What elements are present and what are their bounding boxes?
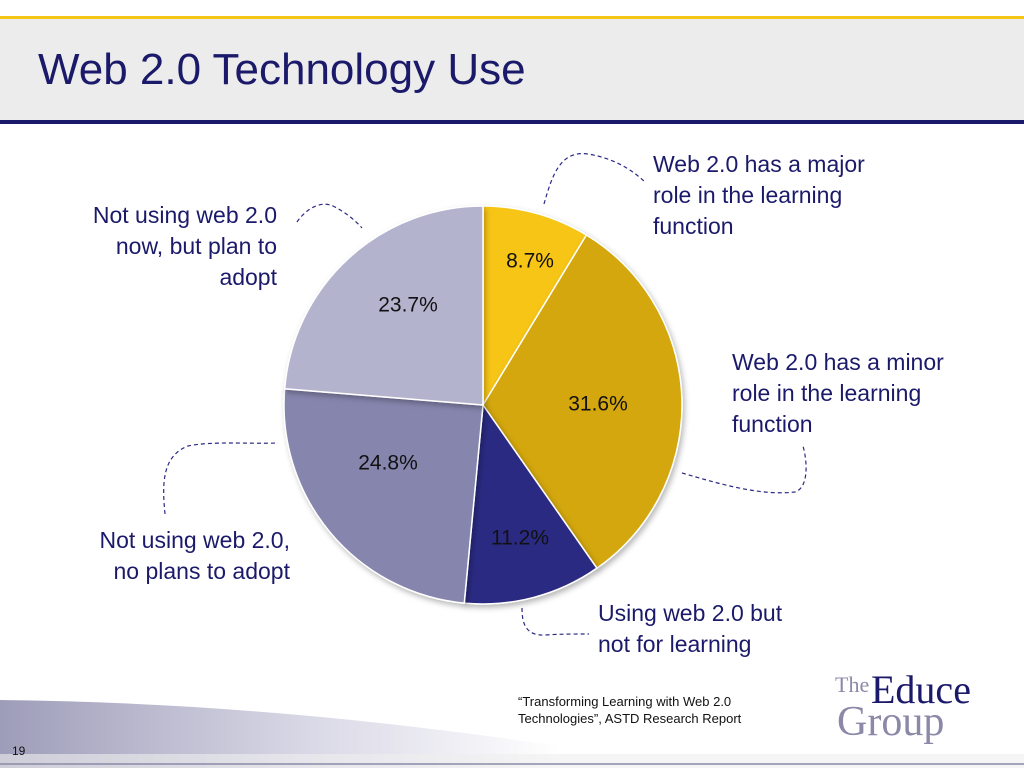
source-line: “Transforming Learning with Web 2.0 xyxy=(518,694,732,709)
leader-line-minor xyxy=(681,445,807,494)
callout-line: Not using web 2.0, xyxy=(99,527,290,553)
callout-plan-to-adopt: Not using web 2.0 now, but plan to adopt xyxy=(20,200,277,293)
callout-line: function xyxy=(653,213,734,239)
educe-group-logo: The Educe Group xyxy=(835,667,1015,758)
callout-line: Using web 2.0 but xyxy=(598,600,783,626)
leader-line-major xyxy=(543,153,646,205)
title-underline-rule xyxy=(0,120,1024,124)
bottom-swoosh xyxy=(0,700,1024,768)
callout-line: role in the learning xyxy=(653,182,843,208)
callout-line: Web 2.0 has a major xyxy=(653,151,865,177)
callout-line: not for learning xyxy=(598,631,752,657)
callout-line: role in the learning xyxy=(732,380,922,406)
source-line: Technologies”, ASTD Research Report xyxy=(518,711,742,726)
title-band xyxy=(0,19,1024,120)
callout-line: adopt xyxy=(219,264,277,290)
pie-slice xyxy=(463,402,598,605)
callout-line: now, but plan to xyxy=(115,233,277,259)
logo-the: The xyxy=(835,672,870,697)
pie-slice-label: 31.6% xyxy=(568,393,628,416)
top-accent-rule xyxy=(0,16,1024,19)
pie-chart: 8.7% 31.6% 11.2% 24.8% 23.7% xyxy=(163,153,807,636)
pie-slice-label: 8.7% xyxy=(506,250,554,273)
source-citation: “Transforming Learning with Web 2.0 Tech… xyxy=(518,693,808,727)
callout-line: no plans to adopt xyxy=(113,558,290,584)
pie-slice-label: 24.8% xyxy=(358,452,418,475)
callout-no-plans: Not using web 2.0, no plans to adopt xyxy=(20,525,290,587)
pie-slice xyxy=(482,233,683,570)
logo-educe: Educe xyxy=(871,667,971,712)
leader-line-plan xyxy=(296,203,363,229)
pie-slice xyxy=(283,387,484,604)
pie-slice-label: 11.2% xyxy=(491,527,549,550)
pie-slice-labels: 8.7% 31.6% 11.2% 24.8% 23.7% xyxy=(358,250,628,550)
logo-group: Group xyxy=(837,699,945,745)
pie-slices xyxy=(283,205,683,605)
callout-line: function xyxy=(732,411,813,437)
pie-slice xyxy=(283,205,484,406)
leader-line-no-plans xyxy=(163,442,279,515)
slide-title: Web 2.0 Technology Use xyxy=(38,45,526,94)
leader-line-using xyxy=(521,607,590,636)
pie-slice xyxy=(482,205,588,408)
callout-line: Not using web 2.0 xyxy=(92,202,277,228)
callout-major-role: Web 2.0 has a major role in the learning… xyxy=(653,149,865,242)
callout-minor-role: Web 2.0 has a minor role in the learning… xyxy=(732,347,944,440)
callout-line: Web 2.0 has a minor xyxy=(732,349,944,375)
pie-slice-label: 23.7% xyxy=(378,294,438,317)
callout-using-not-for-learning: Using web 2.0 but not for learning xyxy=(598,598,782,660)
slide-number: 19 xyxy=(12,744,26,758)
leader-lines xyxy=(163,153,807,636)
